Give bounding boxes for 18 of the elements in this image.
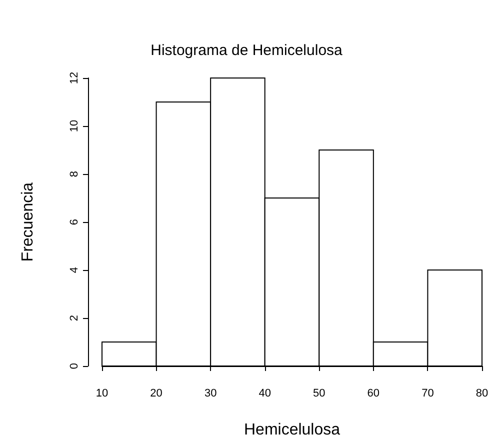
x-tick-label: 40	[258, 388, 271, 400]
y-axis-title: Frecuencia	[20, 182, 36, 262]
x-tick-label: 30	[204, 388, 217, 400]
x-tick-label: 50	[313, 388, 326, 400]
y-tick-label: 12	[68, 72, 80, 84]
y-tick-label: 4	[68, 266, 80, 274]
x-axis-title: Hemicelulosa	[244, 422, 340, 438]
y-tick-label: 10	[68, 120, 80, 132]
x-tick-label: 80	[476, 388, 488, 400]
chart-title: Histograma de Hemicelulosa	[150, 42, 344, 59]
x-tick-label: 60	[367, 388, 380, 400]
y-tick-label: 8	[68, 170, 80, 178]
x-tick-label: 70	[422, 388, 434, 400]
x-tick-label: 20	[150, 388, 162, 400]
x-tick-label: 10	[96, 388, 108, 400]
y-tick-label: 0	[68, 362, 80, 370]
y-tick-label: 2	[68, 314, 80, 322]
y-tick-label: 6	[68, 218, 80, 226]
